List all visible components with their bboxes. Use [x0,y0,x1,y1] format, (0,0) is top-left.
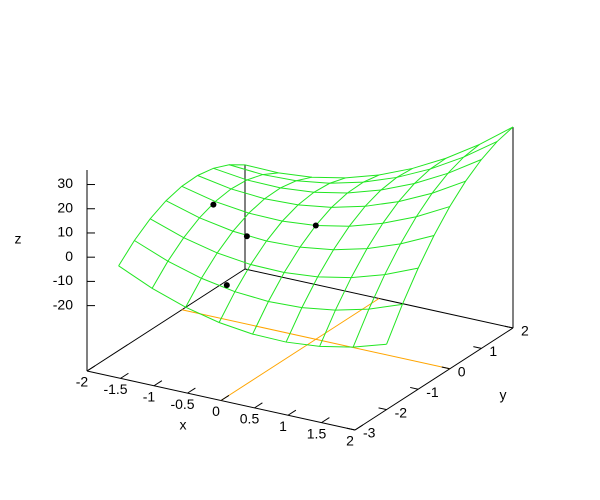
y-tick [410,386,419,390]
x-tick [287,409,297,416]
x-tick-label: 1 [279,418,287,434]
mesh-column [386,126,514,345]
x-tick [220,394,230,401]
y-tick-label: -2 [395,404,408,420]
x-tick-label: 0.5 [240,411,260,427]
mesh-column [151,172,279,289]
y-axis-line [354,327,514,431]
x-tick-label: -2 [76,374,89,390]
x-tick-label: 0 [212,403,220,419]
x-tick [86,365,96,372]
y-tick-label: 2 [521,323,529,339]
mesh-row [213,159,482,194]
z-tick-label: 0 [65,248,73,264]
mesh-column [218,177,346,323]
y-tick-label: 0 [458,364,466,380]
z-tick-label: 10 [57,224,73,240]
x-tick [153,380,163,387]
z-tick-label: 20 [57,199,73,215]
x-tick [254,402,263,409]
mesh-row [229,140,498,184]
x-axis-label: x [180,417,187,433]
y-tick [378,407,387,411]
data-point [223,282,230,289]
mesh-column [185,176,313,308]
y-tick-label: -1 [426,384,439,400]
x-tick-label: 2 [346,433,354,449]
x-tick [321,417,330,424]
x-tick [354,424,364,431]
x-tick [120,372,129,379]
y-tick-label: -3 [363,425,376,441]
y-tick [504,325,514,329]
x-tick-label: -0.5 [170,396,194,412]
mesh-column [118,164,246,267]
mesh-column [319,157,447,347]
base-edge [86,268,246,372]
x-tick-label: -1.5 [103,381,127,397]
mesh-column [285,168,413,343]
y-tick [441,366,450,370]
y-tick [346,427,356,431]
z-tick-label: -10 [53,272,73,288]
z-tick-label: 30 [57,175,73,191]
mesh-row [149,218,419,279]
y-tick [473,346,482,349]
x-tick-label: -1 [143,388,156,404]
mesh-row [118,265,387,348]
mesh-column [352,144,480,348]
data-point [312,222,319,229]
x-tick-label: 1.5 [307,425,327,441]
y-axis-label: y [500,387,507,403]
data-point [243,233,250,240]
data-point [210,201,217,208]
y-zero-axis [220,298,380,401]
y-tick-label: 1 [489,343,497,359]
z-axis-label: z [15,231,22,247]
x-tick [187,387,196,394]
z-tick-label: -20 [53,296,73,312]
